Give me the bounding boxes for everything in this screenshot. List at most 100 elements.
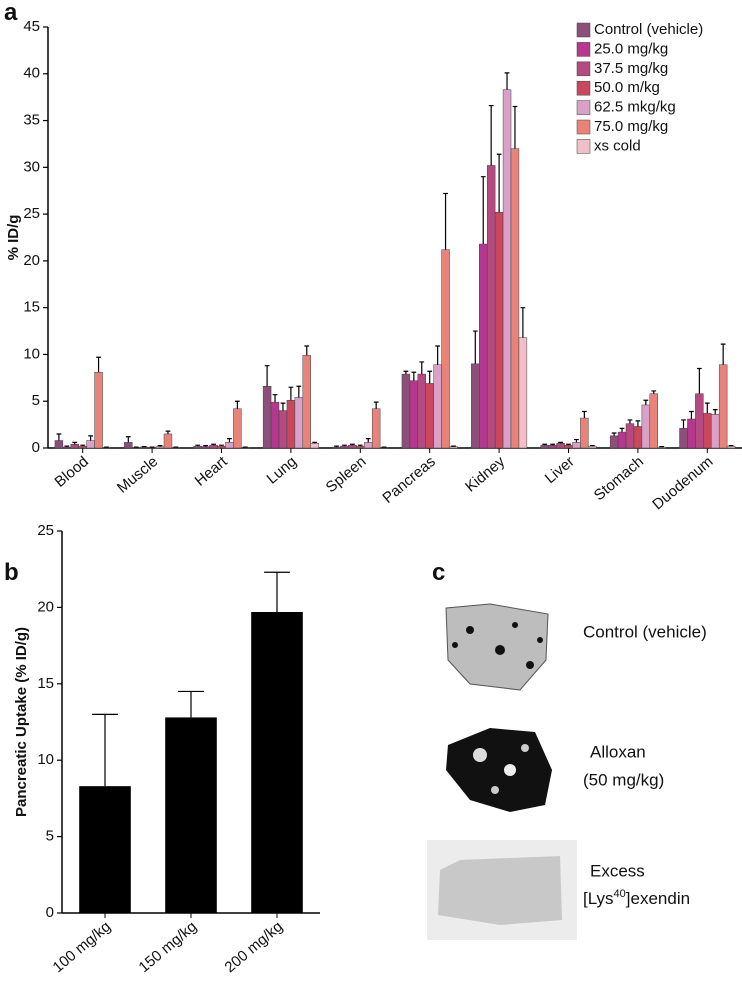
y-tick-label: 15 [37, 675, 54, 692]
bar [442, 250, 450, 448]
bar [164, 434, 172, 448]
panel-letter: a [4, 0, 18, 26]
x-tick-label: 100 mg/kg [50, 918, 115, 976]
error-bar [419, 362, 424, 374]
bar [434, 365, 442, 448]
bar [711, 414, 719, 448]
y-axis-label: Pancreatic Uptake (% ID/g) [13, 627, 30, 817]
bar [626, 424, 634, 448]
bar [194, 446, 202, 448]
bar [202, 447, 210, 448]
x-tick-label: Heart [192, 453, 232, 490]
image-label: [Lys40]exendin [583, 888, 690, 909]
bar [156, 447, 164, 448]
bar [251, 612, 303, 913]
error-bar [473, 331, 478, 364]
x-tick-label: Spleen [323, 453, 370, 496]
y-tick-label: 30 [23, 158, 40, 175]
label-part: ]exendin [626, 889, 690, 908]
error-bar [72, 442, 77, 444]
image-label: Excess [590, 861, 645, 880]
legend-label: 50.0 m/kg [594, 79, 660, 96]
error-bar [273, 395, 278, 402]
error-bar [636, 421, 641, 427]
legend-label: 62.5 mkg/kg [594, 99, 676, 116]
label-part: 40 [614, 888, 626, 900]
x-tick-label: 200 mg/kg [222, 918, 287, 976]
error-bar [435, 346, 440, 365]
x-tick-label: Pancreas [379, 453, 438, 507]
bar [271, 402, 279, 448]
error-bar [497, 154, 502, 212]
bar [634, 426, 642, 448]
error-bar [582, 412, 587, 419]
error-bar [681, 420, 686, 428]
x-tick-label: 150 mg/kg [136, 918, 201, 976]
bar [495, 212, 503, 448]
bar [549, 445, 557, 448]
error-bar [374, 402, 379, 409]
bar [572, 442, 580, 448]
y-tick-label: 20 [23, 252, 40, 269]
bar [287, 400, 295, 448]
error-bar [505, 73, 510, 90]
bar [333, 447, 341, 448]
error-bar [404, 371, 409, 374]
bar [727, 446, 735, 448]
y-tick-label: 20 [37, 598, 54, 615]
legend-label: Control (vehicle) [594, 21, 703, 38]
autoradiograph [427, 840, 577, 940]
bar [642, 405, 650, 448]
error-bar [705, 403, 710, 413]
bar [63, 447, 71, 448]
legend-label: 75.0 mg/kg [594, 118, 668, 135]
error-bar [713, 410, 718, 415]
bar [580, 418, 588, 448]
x-tick-label: Lung [264, 453, 300, 487]
bar [618, 432, 626, 448]
y-tick-label: 25 [23, 205, 40, 222]
x-tick-label: Liver [542, 453, 578, 487]
bar [418, 374, 426, 448]
x-tick-label: Muscle [114, 453, 161, 497]
bar [703, 413, 711, 448]
bar [565, 445, 573, 448]
error-bar [92, 714, 118, 786]
legend-swatch [577, 139, 590, 153]
bar [87, 441, 95, 448]
bar [356, 446, 364, 448]
bar [303, 355, 311, 448]
error-bar [721, 344, 726, 365]
error-bar [57, 434, 62, 441]
bar [503, 90, 511, 448]
x-tick-label: Duodenum [649, 453, 716, 513]
error-bar [265, 366, 270, 387]
bar [511, 149, 519, 448]
error-bar [227, 439, 232, 443]
bar [279, 411, 287, 448]
bar [95, 372, 103, 448]
bar [71, 444, 79, 448]
y-tick-label: 5 [46, 828, 54, 845]
legend-swatch [577, 81, 590, 95]
error-bar [178, 691, 204, 717]
bar [610, 436, 618, 448]
bar [519, 338, 527, 448]
bar [79, 786, 131, 913]
bar [263, 386, 271, 448]
y-tick-label: 25 [37, 522, 54, 539]
error-bar [235, 401, 240, 408]
bar [225, 442, 233, 448]
error-bar [264, 572, 290, 612]
x-tick-label: Kidney [462, 453, 508, 496]
error-bar [697, 368, 702, 393]
error-bar [574, 440, 579, 443]
bar [450, 447, 458, 448]
error-bar [166, 431, 171, 434]
bar [471, 364, 479, 448]
error-bar [651, 391, 656, 394]
legend-swatch [577, 62, 590, 76]
y-tick-label: 5 [32, 392, 40, 409]
bar [588, 446, 596, 448]
